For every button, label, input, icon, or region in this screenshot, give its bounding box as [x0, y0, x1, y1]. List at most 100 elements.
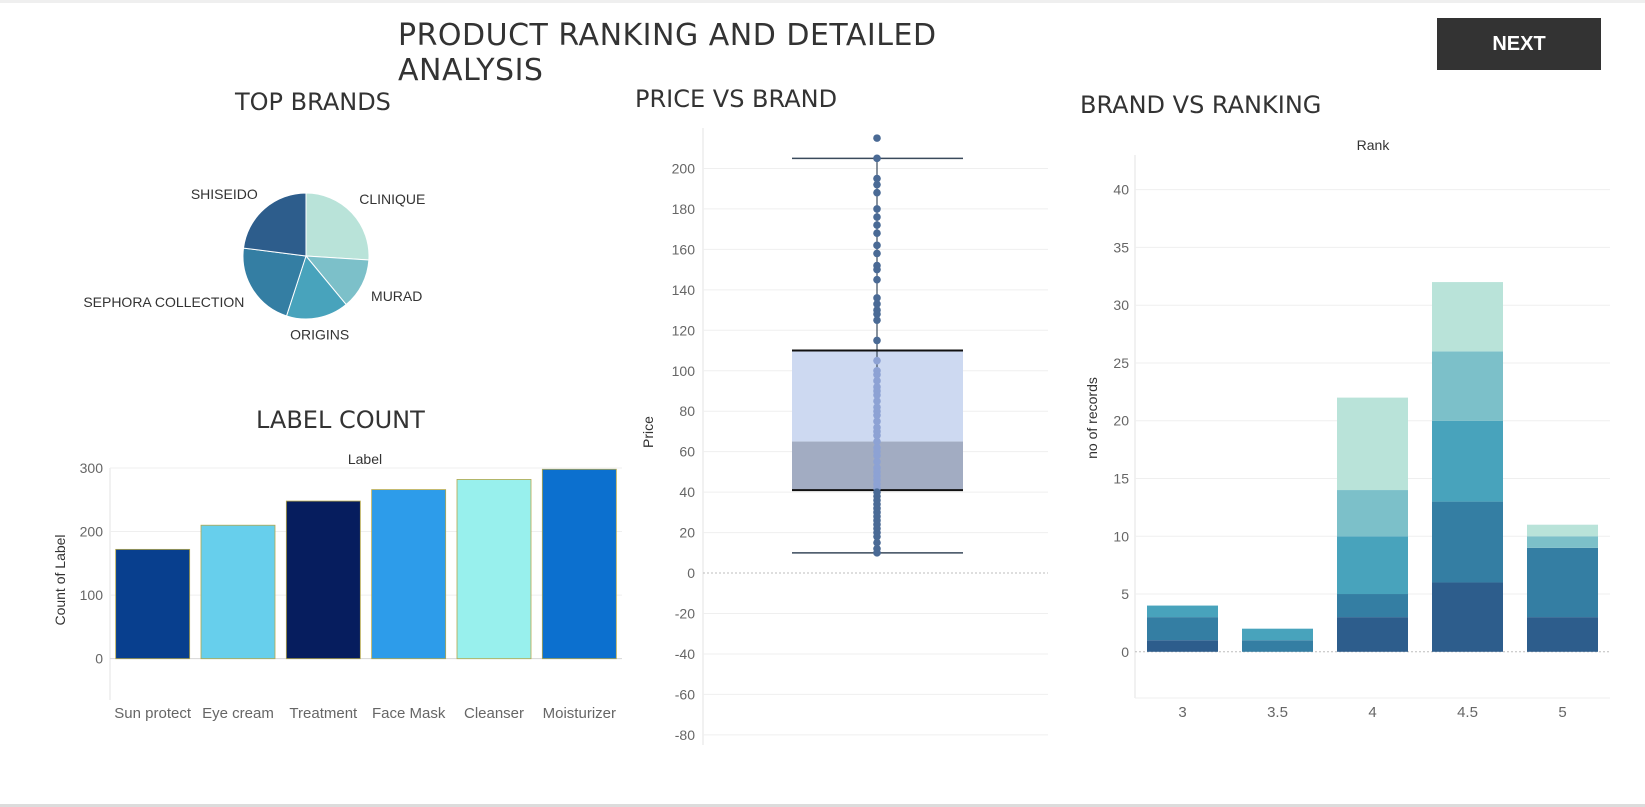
label-count-y-title: Count of Label	[52, 534, 68, 625]
pie-label-4: SHISEIDO	[191, 186, 258, 202]
label-count-xtick-2: Treatment	[289, 705, 358, 722]
price-point-1	[873, 154, 881, 163]
price-point-39	[873, 457, 881, 466]
label-count-bar-2	[285, 500, 361, 660]
pie-label-2: ORIGINS	[290, 327, 349, 343]
rank-bar-3-3	[1432, 351, 1503, 421]
price-ytick-7: 60	[679, 444, 695, 460]
pie-slice-2	[285, 254, 347, 320]
price-ytick-11: 140	[672, 282, 696, 298]
rank-bar-0-2	[1147, 605, 1218, 618]
rank-bar-4-0	[1527, 617, 1598, 652]
rank-bar-4-1	[1527, 547, 1598, 618]
top-border	[0, 0, 1645, 3]
rank-ytick-0: 0	[1121, 644, 1129, 660]
brand-vs-ranking-title: BRAND VS RANKING	[1080, 91, 1322, 119]
price-ytick-9: 100	[672, 363, 696, 379]
rank-xtick-4: 5	[1558, 704, 1566, 721]
price-point-34	[873, 431, 881, 440]
rank-bar-3-0	[1432, 582, 1503, 652]
label-count-ytick-1: 100	[80, 587, 104, 603]
label-count-xtick-5: Moisturizer	[543, 705, 616, 722]
label-count-bar-0	[115, 548, 191, 660]
price-ytick-13: 180	[672, 201, 696, 217]
price-point-14	[873, 294, 881, 302]
bottom-border	[0, 804, 1645, 807]
price-point-13	[873, 275, 881, 284]
label-count-title: LABEL COUNT	[256, 406, 425, 434]
label-count-xtick-3: Face Mask	[372, 705, 446, 722]
rank-bar-4-4	[1527, 524, 1598, 537]
price-point-17	[873, 310, 881, 318]
rank-bar-2-4	[1337, 397, 1408, 491]
price-ytick-0: -80	[675, 727, 695, 743]
rank-ytick-6: 30	[1113, 297, 1129, 313]
price-point-38	[873, 451, 881, 460]
price-point-7	[873, 221, 881, 229]
rank-bar-2-0	[1337, 617, 1408, 652]
label-count-xtick-4: Cleanser	[464, 705, 524, 722]
price-point-10	[873, 249, 881, 258]
price-point-18	[873, 316, 881, 324]
price-ytick-14: 200	[672, 160, 696, 176]
label-count-bar-1	[200, 524, 276, 660]
price-y-title: Price	[640, 416, 656, 448]
rank-bar-2-1	[1337, 594, 1408, 618]
price-vs-brand-title: PRICE VS BRAND	[635, 85, 838, 113]
price-point-57	[873, 532, 881, 541]
price-point-22	[873, 371, 881, 379]
price-ytick-10: 120	[672, 322, 696, 338]
rank-bar-3-4	[1432, 282, 1503, 352]
rank-ytick-3: 15	[1113, 470, 1129, 486]
rank-ytick-8: 40	[1113, 182, 1129, 198]
label-count-x-title: Label	[348, 451, 382, 467]
label-count-ytick-2: 200	[80, 524, 104, 540]
rank-bar-2-2	[1337, 536, 1408, 595]
price-point-6	[873, 213, 881, 221]
top-brands-title: TOP BRANDS	[235, 88, 391, 116]
price-point-26	[873, 391, 881, 399]
price-point-12	[873, 265, 881, 274]
price-point-0	[873, 134, 881, 142]
rank-bar-0-1	[1147, 617, 1218, 641]
next-button[interactable]: NEXT	[1437, 18, 1601, 70]
pie-slice-0	[305, 192, 370, 261]
price-ytick-2: -40	[675, 646, 695, 662]
pie-slice-4	[242, 192, 307, 257]
rank-ytick-5: 25	[1113, 355, 1129, 371]
price-ytick-6: 40	[679, 484, 695, 500]
price-point-58	[873, 538, 881, 547]
price-point-4	[873, 188, 881, 197]
rank-bar-1-2	[1242, 628, 1313, 641]
pie-label-0: CLINIQUE	[359, 191, 425, 207]
page-title: PRODUCT RANKING AND DETAILED ANALYSIS	[398, 18, 937, 88]
price-point-31	[873, 417, 881, 426]
rank-bar-1-1	[1242, 640, 1313, 652]
label-count-ytick-0: 0	[95, 651, 103, 667]
price-point-20	[873, 356, 881, 365]
rank-y-title: no of records	[1084, 377, 1100, 459]
rank-x-title: Rank	[1357, 137, 1391, 153]
rank-xtick-1: 3.5	[1267, 704, 1288, 721]
price-point-9	[873, 241, 881, 250]
price-ytick-1: -60	[675, 686, 695, 702]
rank-ytick-2: 10	[1113, 528, 1129, 544]
price-point-30	[873, 411, 881, 420]
label-count-xtick-1: Eye cream	[202, 705, 274, 722]
pie-slice-3	[242, 247, 307, 317]
pie-label-1: MURAD	[371, 288, 422, 304]
rank-bar-3-2	[1432, 420, 1503, 502]
price-point-35	[873, 437, 881, 446]
rank-bar-3-1	[1432, 501, 1503, 583]
label-count-bar-3	[371, 489, 447, 660]
label-count-bar-5	[541, 468, 617, 660]
price-ytick-5: 20	[679, 525, 695, 541]
rank-ytick-7: 35	[1113, 239, 1129, 255]
price-point-27	[873, 397, 881, 405]
price-point-15	[873, 300, 881, 308]
rank-xtick-0: 3	[1178, 704, 1186, 721]
